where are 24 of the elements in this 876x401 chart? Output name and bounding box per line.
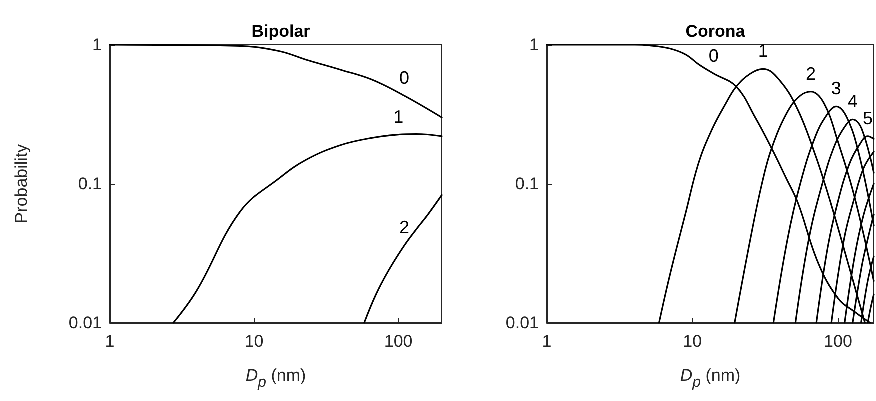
annotation: 1 [758, 41, 768, 62]
y-tick-label: 1 [92, 36, 102, 54]
y-tick-label: 0.1 [78, 174, 102, 194]
annotation: 5 [862, 108, 873, 128]
x-tick-label: 1 [542, 332, 552, 351]
annotation: 3 [831, 78, 842, 99]
chart-title: Corona [686, 22, 746, 41]
y-tick-label: 0.01 [506, 314, 539, 332]
annotation: 0 [400, 68, 410, 88]
x-tick-label: 1 [105, 332, 115, 351]
annotation: 2 [400, 218, 410, 238]
y-tick-label: 0.01 [68, 314, 102, 332]
x-tick-label: 10 [244, 332, 264, 351]
x-tick-label: 10 [683, 332, 702, 351]
y-axis-title: Probability [12, 144, 31, 224]
y-tick-label: 0.1 [515, 174, 539, 194]
y-tick-label: 1 [530, 36, 539, 54]
x-tick-label: 100 [824, 332, 852, 351]
annotation: 2 [806, 64, 816, 84]
chart-title: Bipolar [252, 22, 311, 41]
annotation: 0 [708, 46, 719, 66]
annotation: 4 [848, 92, 858, 112]
x-tick-label: 100 [384, 332, 413, 351]
annotation: 1 [394, 106, 404, 127]
